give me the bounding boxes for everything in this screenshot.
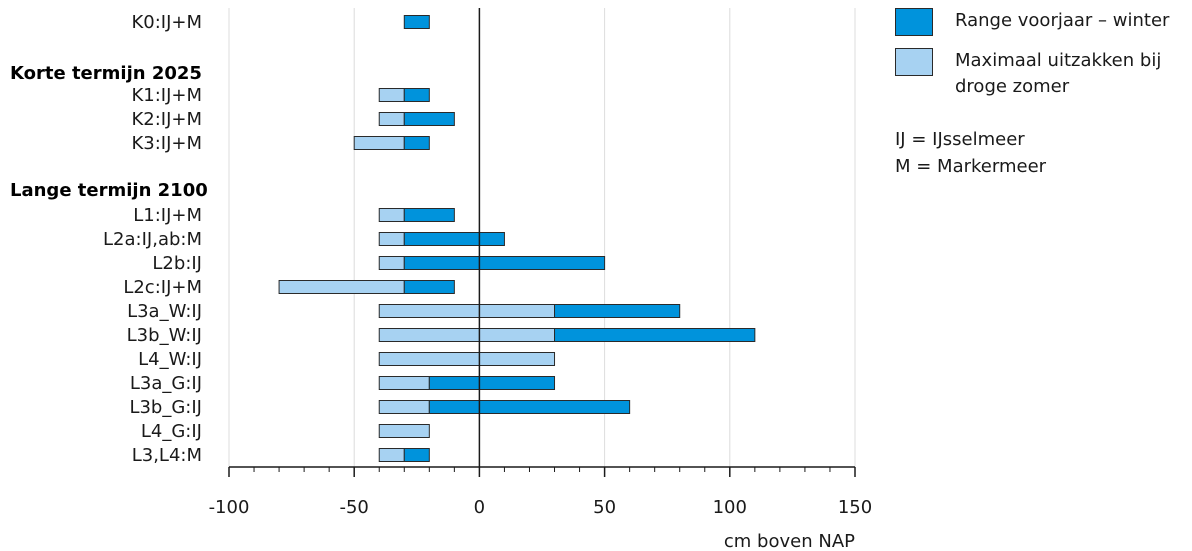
x-tick-label-100: 100 — [713, 497, 747, 518]
row-label-11: L3a_G:IJ — [130, 373, 202, 394]
bar-range-1 — [403, 88, 430, 102]
bar-summer-10 — [378, 352, 556, 366]
legend-notes: IJ = IJsselmeer M = Markermeer — [895, 126, 1190, 180]
row-label-2: K2:IJ+M — [131, 109, 202, 130]
grid-layer — [228, 8, 856, 467]
row-label-13: L4_G:IJ — [141, 421, 202, 442]
row-label-4: L1:IJ+M — [133, 205, 202, 226]
bar-summer-13 — [378, 424, 430, 438]
legend-item-summer: Maximaal uitzakken bij droge zomer — [895, 48, 1190, 100]
legend: Range voorjaar – winter Maximaal uitzakk… — [895, 8, 1190, 180]
x-tick-label--100: -100 — [209, 497, 250, 518]
row-label-9: L3b_W:IJ — [127, 325, 202, 346]
bar-layer — [278, 15, 756, 462]
bar-range-8 — [554, 304, 681, 318]
bar-summer-14 — [378, 448, 405, 462]
legend-label-range: Range voorjaar – winter — [955, 10, 1170, 31]
row-label-1: K1:IJ+M — [131, 85, 202, 106]
bar-range-5 — [403, 232, 505, 246]
bar-summer-4 — [378, 208, 405, 222]
bar-summer-6 — [378, 256, 405, 270]
row-label-8: L3a_W:IJ — [127, 301, 202, 322]
x-tick-label-150: 150 — [838, 497, 872, 518]
bar-summer-5 — [378, 232, 405, 246]
group-label-1: Lange termijn 2100 — [10, 180, 208, 201]
note-ij: IJ = IJsselmeer — [895, 129, 1025, 150]
group-label-0: Korte termijn 2025 — [10, 63, 202, 84]
note-m: M = Markermeer — [895, 156, 1047, 177]
row-label-14: L3,L4:M — [132, 445, 202, 466]
label-layer: -100 -50 0 50 100 150 K0:IJ+M K1:IJ+M K2:IJ+M K3:… — [10, 12, 872, 518]
bar-range-9 — [554, 328, 756, 342]
row-label-5: L2a:IJ,ab:M — [103, 229, 202, 250]
bar-summer-7 — [278, 280, 405, 294]
bar-range-0 — [403, 15, 430, 29]
bar-summer-2 — [378, 112, 405, 126]
legend-label-summer: Maximaal uitzakken bij droge zomer — [955, 50, 1162, 97]
bar-range-7 — [403, 280, 455, 294]
axis-layer — [228, 8, 856, 477]
bar-range-4 — [403, 208, 455, 222]
bar-summer-12 — [378, 400, 430, 414]
row-label-0: K0:IJ+M — [131, 12, 202, 33]
x-tick-label--50: -50 — [339, 497, 368, 518]
bar-range-6 — [403, 256, 606, 270]
bar-summer-8 — [378, 304, 556, 318]
bar-range-14 — [403, 448, 430, 462]
x-tick-label-0: 0 — [474, 497, 485, 518]
bar-summer-1 — [378, 88, 405, 102]
chart: -100 -50 0 50 100 150 K0:IJ+M K1:IJ+M K2:IJ+M K3:… — [10, 8, 872, 551]
bar-summer-9 — [378, 328, 556, 342]
bar-range-2 — [403, 112, 455, 126]
bar-range-11 — [428, 376, 556, 390]
row-label-10: L4_W:IJ — [138, 349, 202, 370]
legend-item-range: Range voorjaar – winter — [895, 8, 1190, 36]
row-label-3: K3:IJ+M — [131, 133, 202, 154]
legend-swatch-summer — [895, 48, 933, 76]
bar-summer-3 — [353, 136, 405, 150]
x-axis-title: cm boven NAP — [724, 531, 855, 551]
bar-range-3 — [403, 136, 430, 150]
x-tick-label-50: 50 — [593, 497, 616, 518]
bar-summer-11 — [378, 376, 430, 390]
legend-swatch-range — [895, 8, 933, 36]
row-label-12: L3b_G:IJ — [129, 397, 202, 418]
row-label-7: L2c:IJ+M — [123, 277, 202, 298]
row-label-6: L2b:IJ — [152, 253, 202, 274]
bar-range-12 — [428, 400, 631, 414]
